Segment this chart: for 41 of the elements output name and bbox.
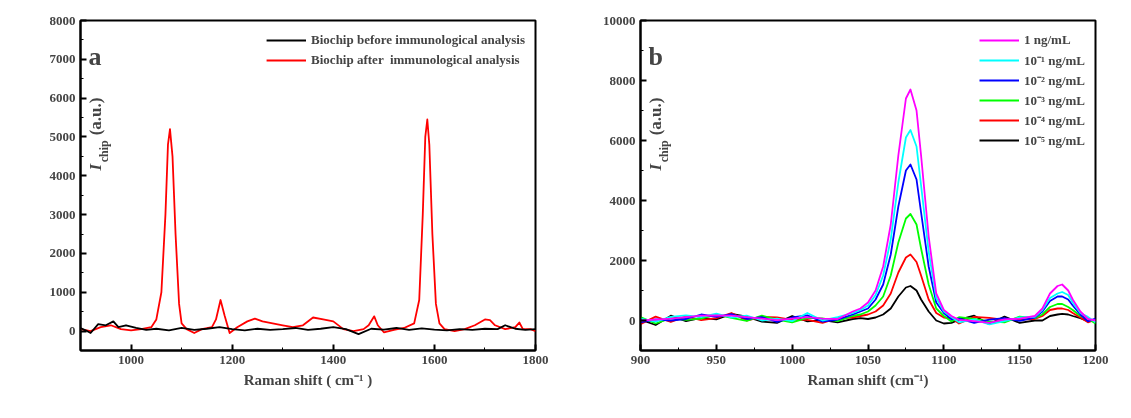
y-tick-label: 6000 <box>49 90 76 106</box>
x-tick-label: 1400 <box>320 351 347 367</box>
y-tick-label: 0 <box>69 323 76 339</box>
y-tick-label: 7000 <box>49 51 76 67</box>
y-tick-label: 1000 <box>49 284 76 300</box>
y-tick-label: 4000 <box>49 167 76 183</box>
legend-label: 1 ng/mL <box>1024 32 1071 48</box>
x-tick-label: 1600 <box>421 351 448 367</box>
legend-label: 10⁻³ ng/mL <box>1024 92 1085 109</box>
y-axis-title: Ichip (a.u.) <box>645 97 671 172</box>
y-tick-label: 2000 <box>49 245 76 261</box>
legend-label: 10⁻⁴ ng/mL <box>1024 112 1085 129</box>
x-tick-label: 1050 <box>855 351 881 367</box>
legend-label: 10⁻¹ ng/mL <box>1024 52 1085 69</box>
annotation: a <box>88 41 102 71</box>
y-tick-label: 8000 <box>49 12 76 28</box>
y-axis-title: Ichip (a.u.) <box>85 97 111 172</box>
y-tick-label: 8000 <box>609 72 636 88</box>
annotation: b <box>648 41 663 71</box>
y-tick-label: 4000 <box>609 192 636 208</box>
x-tick-label: 1000 <box>779 351 806 367</box>
x-tick-label: 1000 <box>118 351 145 367</box>
y-tick-label: 10000 <box>603 12 636 28</box>
legend-label: Biochip after immunological analysis <box>311 52 520 68</box>
legend-label: 10⁻² ng/mL <box>1024 72 1085 89</box>
y-tick-label: 6000 <box>609 132 636 148</box>
y-tick-label: 0 <box>629 312 636 328</box>
x-tick-label: 1150 <box>1007 351 1033 367</box>
y-tick-label: 2000 <box>609 252 636 268</box>
x-tick-label: 900 <box>630 351 651 367</box>
x-tick-label: 1200 <box>219 351 246 367</box>
x-tick-label: 1800 <box>522 351 549 367</box>
x-tick-label: 950 <box>706 351 727 367</box>
y-tick-label: 5000 <box>49 128 76 144</box>
y-tick-label: 3000 <box>49 206 76 222</box>
legend-label: 10⁻⁵ ng/mL <box>1024 132 1085 149</box>
legend-label: Biochip before immunological analysis <box>311 32 525 48</box>
x-axis-title: Raman shift ( cm⁻¹ ) <box>243 371 373 389</box>
x-axis-title: Raman shift (cm⁻¹) <box>807 371 929 389</box>
x-tick-label: 1200 <box>1082 351 1109 367</box>
x-tick-label: 1100 <box>931 351 957 367</box>
